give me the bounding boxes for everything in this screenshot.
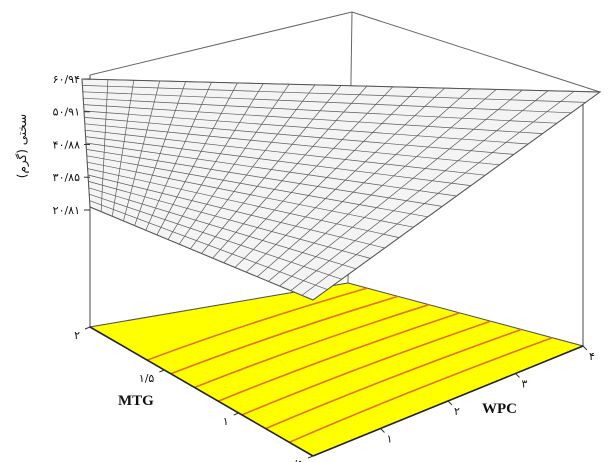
x-tick-mark [447, 400, 453, 406]
mesh-line-mtg [81, 78, 601, 93]
z-tick-label: ۴۰/۸۸ [53, 138, 80, 151]
mesh-line-wpc [279, 89, 523, 287]
x-tick-label: ۳ [522, 378, 528, 391]
x-tick-label: ۴ [589, 350, 595, 363]
z-tick-label: ۲۰/۸۱ [53, 204, 80, 217]
mesh-line-mtg [84, 123, 500, 166]
y-tick-label: ۱ [223, 415, 229, 428]
contour-line [241, 320, 491, 416]
contour-line [217, 312, 460, 402]
x-tick-mark [515, 373, 520, 378]
mesh-line-wpc [290, 90, 549, 291]
mesh-line-mtg [83, 104, 543, 134]
x-tick-mark [380, 428, 385, 433]
mesh-line-wpc [268, 89, 497, 282]
mesh-line-mtg [85, 129, 486, 176]
x-tick-label: ۲ [454, 405, 460, 418]
mesh-line-mtg [82, 91, 572, 114]
y-tick-label: ۲ [74, 329, 80, 342]
mesh-line-wpc [234, 87, 419, 268]
mesh-line-wpc [223, 86, 394, 264]
y-tick-mark [233, 412, 239, 416]
x-tick-mark [582, 345, 588, 351]
y-tick-label: ۰/۵ [287, 458, 303, 462]
contour-line [146, 287, 368, 361]
box-edge-top-right [351, 11, 601, 93]
floor-front-left-edge [89, 326, 314, 457]
contour-line [194, 303, 430, 389]
floor-contour-plane [88, 282, 585, 457]
x-axis-title: WPC [482, 401, 517, 417]
contour-line [288, 336, 553, 444]
y-tick-mark [159, 369, 165, 373]
mesh-line-wpc [245, 87, 445, 273]
mesh-line-wpc [312, 91, 601, 301]
axis-ticks: ۲۰/۸۱ ۳۰/۸۵ ۴۰/۸۸ ۵۰/۹۱ ۶۰/۹۴ ۰/۵ ۱ ۱/۵ ۲ ۱ ۲ ۳ ۴ [53, 73, 595, 462]
z-tick-label: ۵۰/۹۱ [53, 106, 80, 119]
mesh-line-mtg [83, 110, 529, 145]
z-tick-label: ۶۰/۹۴ [53, 73, 80, 86]
box-edge-top-left [89, 11, 353, 76]
mesh-line-mtg [83, 97, 557, 124]
mesh-line-mtg [82, 85, 586, 103]
contour-line [265, 328, 522, 430]
y-tick-mark [84, 326, 91, 330]
y-tick-mark [307, 455, 314, 459]
y-axis-title: MTG [118, 393, 154, 409]
mesh-line-wpc [301, 91, 575, 296]
y-tick-label: ۱/۵ [139, 372, 155, 385]
x-tick-label: ۱ [387, 433, 393, 446]
mesh-line-wpc [257, 88, 471, 278]
z-tick-label: ۳۰/۸۵ [53, 171, 80, 184]
mesh-line-mtg [85, 136, 471, 186]
contour-line [170, 295, 399, 375]
response-surface [81, 78, 602, 301]
mesh-line-mtg [84, 117, 514, 155]
mesh-line-wpc [212, 85, 368, 259]
z-axis-title: سختی (گرم) [15, 114, 30, 178]
mesh-line-mtg [85, 142, 457, 197]
